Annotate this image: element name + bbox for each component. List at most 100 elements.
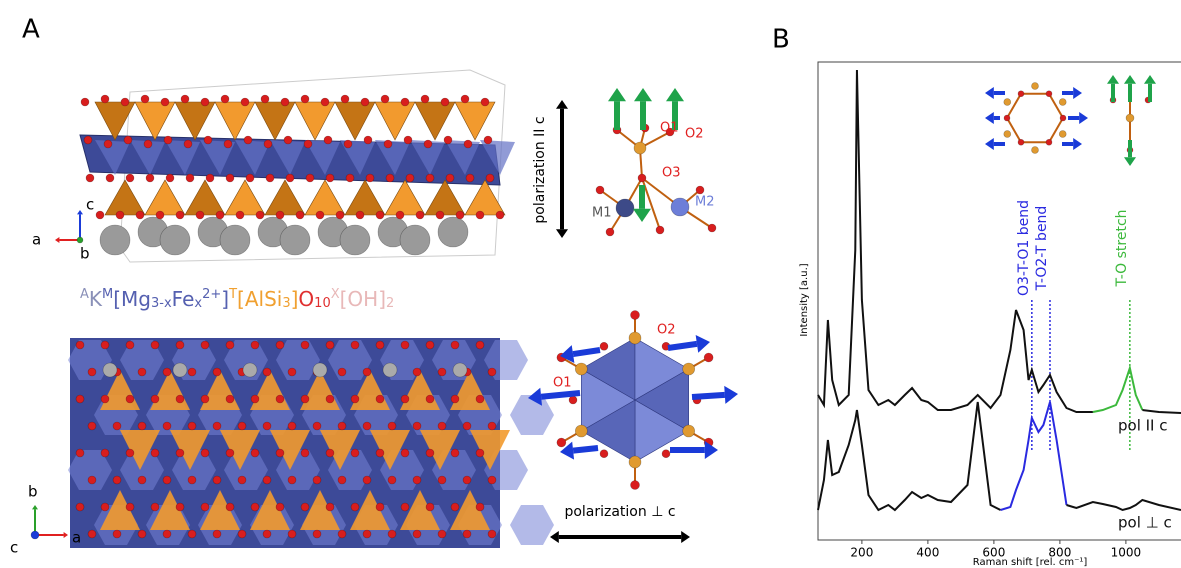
o-atom xyxy=(238,476,246,484)
o-atom xyxy=(401,98,409,106)
o-atom xyxy=(341,95,349,103)
o-atom xyxy=(476,211,484,219)
formula: AKM[Mg3-xFex2+]T[AlSi3]O10X[OH]2 xyxy=(80,287,394,312)
o-atom xyxy=(606,228,614,236)
axis-label: b xyxy=(28,483,38,501)
o-atom xyxy=(476,449,484,457)
o-atom xyxy=(201,503,209,511)
o-atom xyxy=(164,136,172,144)
o-atom xyxy=(184,140,192,148)
o-atom xyxy=(1004,115,1010,121)
o-atom xyxy=(638,174,646,182)
o-atom xyxy=(364,136,372,144)
o-atom xyxy=(76,503,84,511)
o-atom xyxy=(238,530,246,538)
t-atom xyxy=(1032,147,1039,154)
t-atom xyxy=(683,425,695,437)
formula-part: ] xyxy=(291,287,299,311)
tetrahedron xyxy=(375,102,415,140)
t-atom xyxy=(1126,114,1134,122)
o-atom xyxy=(84,136,92,144)
o-atom xyxy=(163,368,171,376)
o-atom xyxy=(313,422,321,430)
o-atom xyxy=(96,211,104,219)
figure: A B cabAKM[Mg3-xFex2+]T[AlSi3]O10X[OH]2b… xyxy=(0,0,1181,568)
o-atom xyxy=(88,476,96,484)
o-atom xyxy=(144,140,152,148)
o-atom xyxy=(476,395,484,403)
vibration-arrow-head xyxy=(985,87,994,99)
o-atom xyxy=(126,174,134,182)
o-atom xyxy=(151,395,159,403)
o-atom xyxy=(81,98,89,106)
series-label: pol ⊥ c xyxy=(1118,514,1172,532)
k-atom xyxy=(400,225,430,255)
o-atom xyxy=(351,503,359,511)
o-atom xyxy=(204,136,212,144)
o-atom xyxy=(86,174,94,182)
o-atom xyxy=(276,503,284,511)
o-atom xyxy=(426,395,434,403)
o-atom xyxy=(486,174,494,182)
t-atom xyxy=(1059,99,1066,106)
polarization-arrow-head xyxy=(550,531,559,543)
o-atom xyxy=(176,395,184,403)
bond xyxy=(1007,94,1021,118)
o-atom xyxy=(101,95,109,103)
o-atom xyxy=(136,211,144,219)
atom-label: O1 xyxy=(553,376,572,391)
o-atom xyxy=(463,422,471,430)
o-atom xyxy=(438,476,446,484)
formula-part: Fe xyxy=(172,287,195,311)
o-atom xyxy=(301,395,309,403)
atom-label: O1 xyxy=(660,121,679,136)
o-atom xyxy=(344,140,352,148)
spectrum-line xyxy=(818,70,1093,412)
o-atom xyxy=(251,449,259,457)
metal-atom xyxy=(671,198,689,216)
t-atom xyxy=(1032,83,1039,90)
o-atom xyxy=(488,476,496,484)
o-atom xyxy=(1018,91,1024,97)
o-atom xyxy=(236,211,244,219)
o-atom xyxy=(708,224,716,232)
vibration-arrow-head xyxy=(1124,157,1136,166)
o-atom xyxy=(484,136,492,144)
vibration-arrow-head xyxy=(1079,112,1088,124)
o-atom xyxy=(101,341,109,349)
o-atom xyxy=(631,481,640,490)
o-atom xyxy=(376,503,384,511)
o-atom xyxy=(288,422,296,430)
o-atom xyxy=(88,422,96,430)
o-atom xyxy=(631,311,640,320)
o-atom xyxy=(662,450,670,458)
o-atom xyxy=(161,98,169,106)
vibration-arrow-head xyxy=(724,386,738,404)
o-atom xyxy=(201,341,209,349)
o-atom xyxy=(281,98,289,106)
o-atom xyxy=(413,476,421,484)
tetrahedron xyxy=(335,102,375,140)
o-atom xyxy=(76,341,84,349)
o-atom xyxy=(704,353,713,362)
o-atom xyxy=(363,530,371,538)
o-atom xyxy=(696,186,704,194)
vibration-arrow-head xyxy=(696,335,710,353)
polarization-arrow-head xyxy=(681,531,690,543)
o-atom xyxy=(213,422,221,430)
o-atom xyxy=(656,226,664,234)
o-atom xyxy=(163,422,171,430)
o-atom xyxy=(121,98,129,106)
o-atom xyxy=(286,174,294,182)
o-atom xyxy=(426,503,434,511)
o-atom xyxy=(351,341,359,349)
axis-origin xyxy=(31,531,39,539)
o-atom xyxy=(356,211,364,219)
o-atom xyxy=(396,211,404,219)
o-atom xyxy=(276,449,284,457)
k-atom xyxy=(453,363,467,377)
tetrahedron xyxy=(255,102,295,140)
k-atom xyxy=(103,363,117,377)
o-atom xyxy=(176,449,184,457)
plot-frame xyxy=(818,62,1181,540)
